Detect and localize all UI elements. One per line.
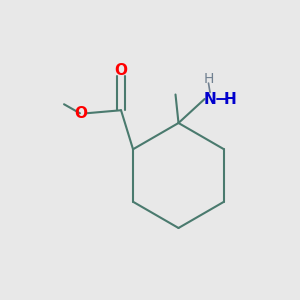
Text: H: H — [203, 72, 214, 86]
Text: O: O — [75, 106, 88, 121]
Text: O: O — [115, 63, 128, 78]
Text: N: N — [204, 92, 216, 106]
Text: H: H — [224, 92, 237, 106]
